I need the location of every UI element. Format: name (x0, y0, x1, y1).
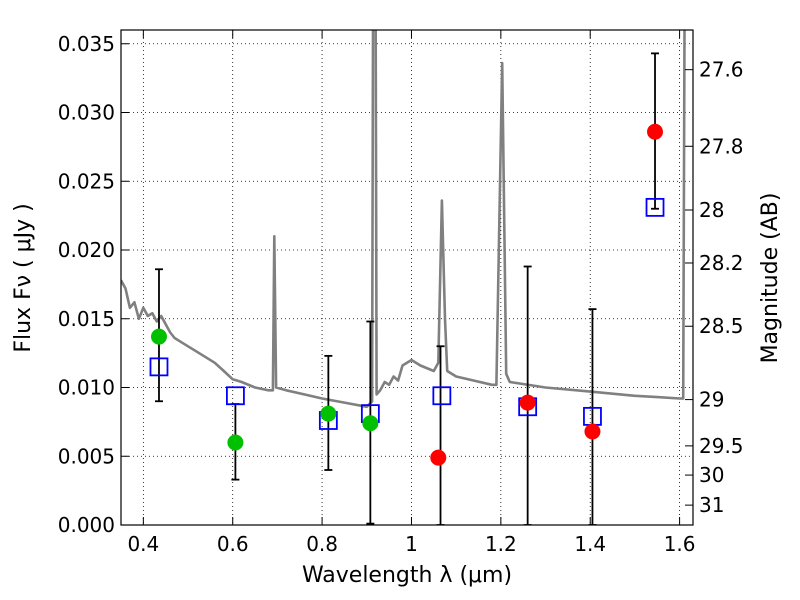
data-markers (149, 123, 665, 466)
model-square-marker (432, 386, 452, 406)
plot-background (121, 30, 693, 525)
y-axis-label-right: Magnitude (AB) (758, 193, 783, 364)
y-tick-label: 0.015 (58, 307, 115, 331)
y-tick-label: 0.010 (58, 376, 115, 400)
x-axis-label: Wavelength λ (μm) (302, 563, 512, 588)
axis-ticks (121, 30, 693, 526)
y-tick-label: 0.005 (58, 444, 115, 468)
mag-tick-label: 30 (699, 463, 724, 487)
model-square-marker (645, 197, 665, 217)
mag-tick-label: 28 (699, 198, 724, 222)
x-tick-label: 1.2 (485, 532, 517, 556)
x-tick-label: 1.4 (574, 532, 606, 556)
mag-tick-label: 28.2 (699, 251, 744, 275)
y-tick-label: 0.025 (58, 169, 115, 193)
y-tick-labels: 0.000 0.005 0.010 0.015 0.020 0.025 0.030 0.035 (58, 32, 115, 537)
y-tick-label: 0.035 (58, 32, 115, 56)
y-tick-label: 0.020 (58, 238, 115, 262)
y-tick-label: 0.030 (58, 101, 115, 125)
x-tick-label: 0.4 (127, 532, 159, 556)
model-square-marker (225, 386, 245, 406)
x-tick-labels: 0.4 0.6 0.8 1 1.2 1.4 1.6 (127, 532, 695, 556)
green-data-point (320, 405, 337, 422)
red-data-point (584, 423, 601, 440)
x-tick-label: 1 (405, 532, 418, 556)
y-tick-label: 0.000 (58, 513, 115, 537)
mag-tick-label: 27.8 (699, 134, 744, 158)
mag-tick-label: 27.6 (699, 58, 744, 82)
x-tick-label: 1.6 (664, 532, 696, 556)
model-spectrum (121, 30, 686, 409)
red-data-point (519, 394, 536, 411)
green-data-point (150, 328, 167, 345)
mag-tick-label: 29.5 (699, 434, 744, 458)
red-data-point (430, 449, 447, 466)
red-data-point (647, 123, 664, 140)
x-tick-label: 0.6 (217, 532, 249, 556)
mag-tick-label: 31 (699, 493, 724, 517)
model-spectrum-line (121, 30, 686, 409)
plot-frame (120, 29, 694, 526)
x-tick-label: 0.8 (306, 532, 338, 556)
magnitude-tick-labels: 27.6 27.8 28 28.2 28.5 29 29.5 30 31 (699, 58, 744, 517)
y-axis-label-left: Flux Fν ( μJy ) (11, 203, 36, 352)
green-data-point (227, 434, 244, 451)
green-data-point (362, 415, 379, 432)
model-square-marker (149, 357, 169, 377)
mag-tick-label: 29 (699, 388, 724, 412)
mag-tick-label: 28.5 (699, 314, 744, 338)
